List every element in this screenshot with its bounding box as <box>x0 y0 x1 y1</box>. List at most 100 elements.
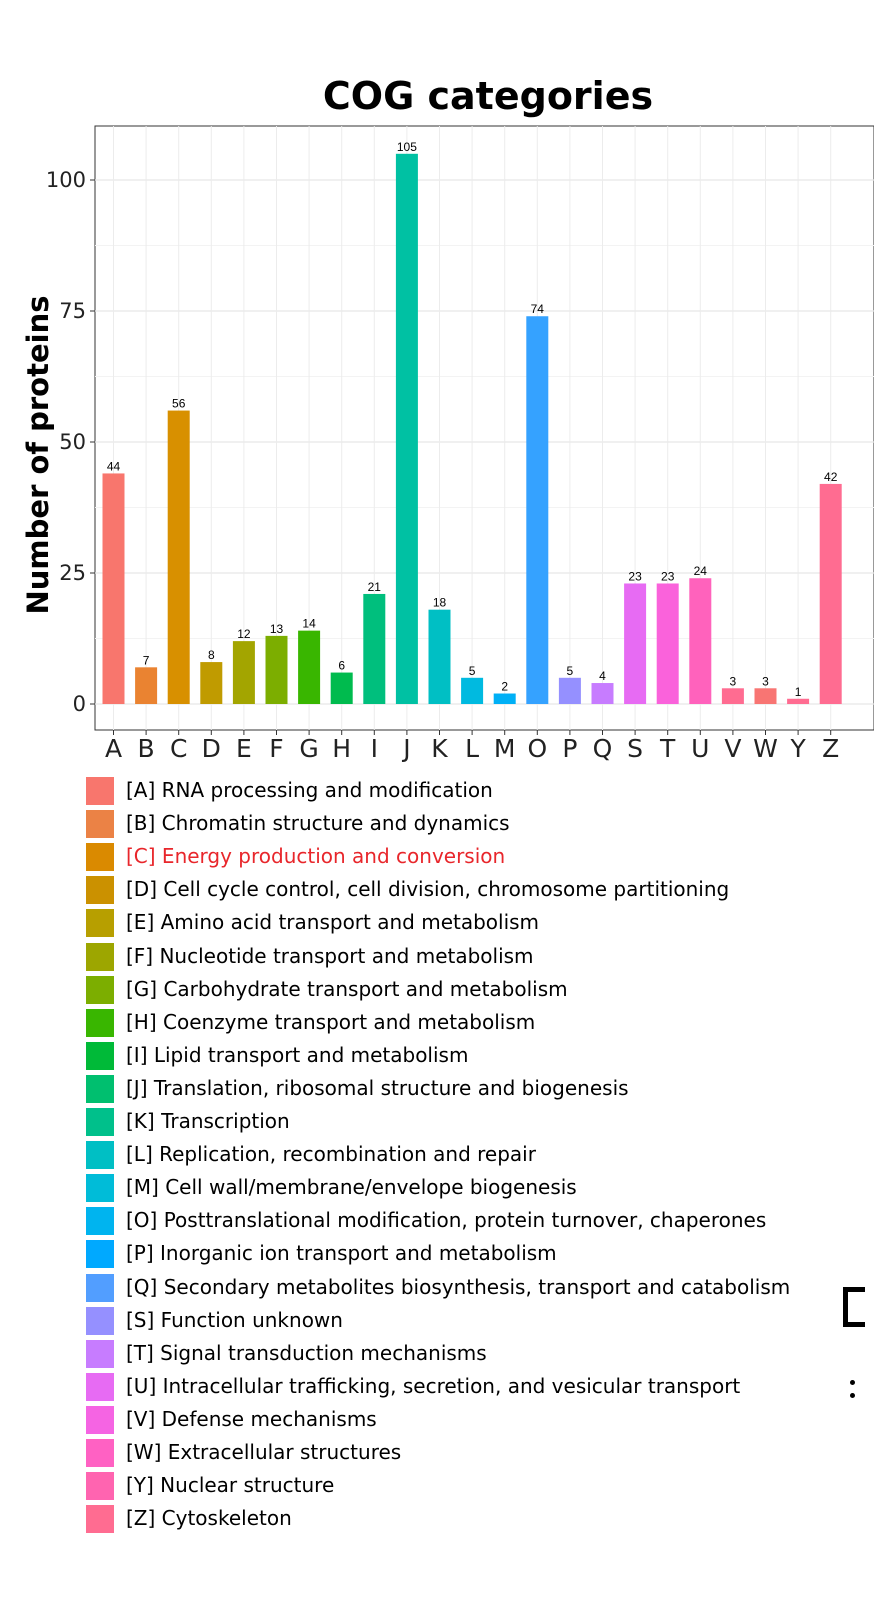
legend-swatch <box>86 876 114 904</box>
bar-value-label-A: 44 <box>107 459 121 473</box>
bar-value-label-Z: 42 <box>824 470 838 484</box>
bar-value-label-V: 3 <box>730 674 737 688</box>
bar-F <box>265 635 288 704</box>
legend-swatch <box>86 1472 114 1500</box>
chart-title: COG categories <box>322 74 654 118</box>
legend-swatch <box>86 1505 114 1533</box>
x-tick-label-C: C <box>170 734 187 763</box>
legend-label: [Q] Secondary metabolites biosynthesis, … <box>126 1275 791 1299</box>
x-tick-label-Q: Q <box>593 734 613 763</box>
bar-T <box>656 583 679 704</box>
bar-B <box>135 667 158 704</box>
legend-swatch <box>86 943 114 971</box>
legend-swatch <box>86 1406 114 1434</box>
x-tick-label-T: T <box>659 734 676 763</box>
legend-label: [K] Transcription <box>126 1109 290 1133</box>
legend-item: [D] Cell cycle control, cell division, c… <box>86 876 866 906</box>
legend-item: [C] Energy production and conversion <box>86 843 866 873</box>
legend-swatch <box>86 843 114 871</box>
x-tick-label-P: P <box>562 734 577 763</box>
legend-label: [S] Function unknown <box>126 1308 343 1332</box>
y-tick-label: 100 <box>46 168 86 192</box>
bar-K <box>428 609 451 704</box>
bar-H <box>330 672 353 704</box>
legend-label: [Y] Nuclear structure <box>126 1473 335 1497</box>
x-tick-label-G: G <box>299 734 318 763</box>
legend-label: [J] Translation, ribosomal structure and… <box>126 1076 629 1100</box>
legend-item: [E] Amino acid transport and metabolism <box>86 909 866 939</box>
bar-value-label-M: 2 <box>501 680 508 694</box>
legend-swatch <box>86 976 114 1004</box>
legend-swatch <box>86 1240 114 1268</box>
bar-chart: 44 7 56 8 12 13 14 6 21 105 18 5 2 74 5 4 23 23 24 3 3 1 42 0 2… <box>21 125 874 763</box>
legend-swatch <box>86 1274 114 1302</box>
legend-swatch <box>86 1009 114 1037</box>
x-tick-label-J: J <box>401 734 410 763</box>
legend-item: [Q] Secondary metabolites biosynthesis, … <box>86 1274 866 1304</box>
x-tick-label-O: O <box>527 734 547 763</box>
bar-C <box>167 410 190 704</box>
x-tick-label-M: M <box>494 734 516 763</box>
bar-value-label-H: 6 <box>338 659 345 673</box>
bar-Z <box>819 483 842 704</box>
legend-item: [W] Extracellular structures <box>86 1439 866 1469</box>
plot-area <box>94 125 874 731</box>
x-tick-label-L: L <box>465 734 479 763</box>
bar-value-label-E: 12 <box>237 627 251 641</box>
legend-label: [U] Intracellular trafficking, secretion… <box>126 1374 741 1398</box>
legend-swatch <box>86 1075 114 1103</box>
x-tick-label-A: A <box>105 734 122 763</box>
bar-value-label-L: 5 <box>469 664 476 678</box>
legend-swatch <box>86 1141 114 1169</box>
bar-value-label-Q: 4 <box>599 669 606 683</box>
bar-U <box>689 578 712 704</box>
legend-swatch <box>86 1174 114 1202</box>
legend-item: [G] Carbohydrate transport and metabolis… <box>86 976 866 1006</box>
bar-value-label-G: 14 <box>302 617 316 631</box>
legend-label: [L] Replication, recombination and repai… <box>126 1142 536 1166</box>
legend-item: [A] RNA processing and modification <box>86 777 866 807</box>
legend-swatch <box>86 1373 114 1401</box>
legend-item: [M] Cell wall/membrane/envelope biogenes… <box>86 1174 866 1204</box>
x-tick-label-H: H <box>332 734 351 763</box>
legend-swatch <box>86 810 114 838</box>
cropped-dots <box>850 1380 856 1420</box>
y-tick-label: 75 <box>59 299 86 323</box>
bar-S <box>624 583 647 704</box>
bar-J <box>395 153 418 705</box>
legend-item: [L] Replication, recombination and repai… <box>86 1141 866 1171</box>
bar-Y <box>787 698 810 704</box>
legend-swatch <box>86 1042 114 1070</box>
legend-label: [O] Posttranslational modification, prot… <box>126 1208 767 1232</box>
legend-label: [Z] Cytoskeleton <box>126 1506 292 1530</box>
legend-item: [Y] Nuclear structure <box>86 1472 866 1502</box>
bar-V <box>721 688 744 704</box>
legend-swatch <box>86 1340 114 1368</box>
bar-value-label-T: 23 <box>661 569 675 583</box>
legend-swatch <box>86 1307 114 1335</box>
legend-item: [S] Function unknown <box>86 1307 866 1337</box>
x-tick-label-U: U <box>691 734 709 763</box>
x-tick-label-B: B <box>138 734 155 763</box>
y-tick-label: 0 <box>73 692 86 716</box>
bar-value-label-J: 105 <box>397 140 417 154</box>
bar-E <box>232 641 255 704</box>
bar-Q <box>591 683 614 704</box>
bar-G <box>298 630 321 704</box>
bar-value-label-K: 18 <box>433 596 447 610</box>
y-axis-label: Number of proteins <box>21 296 55 615</box>
legend-item: [U] Intracellular trafficking, secretion… <box>86 1373 866 1403</box>
x-tick-label-E: E <box>236 734 252 763</box>
legend-item: [P] Inorganic ion transport and metaboli… <box>86 1240 866 1270</box>
bar-value-label-U: 24 <box>694 564 708 578</box>
legend-item: [B] Chromatin structure and dynamics <box>86 810 866 840</box>
legend-item: [I] Lipid transport and metabolism <box>86 1042 866 1072</box>
legend-label: [C] Energy production and conversion <box>126 844 506 868</box>
x-tick-label-D: D <box>202 734 221 763</box>
x-tick-label-W: W <box>753 734 778 763</box>
bar-value-label-D: 8 <box>208 648 215 662</box>
x-tick-label-I: I <box>371 734 378 763</box>
bar-O <box>526 316 549 704</box>
bar-L <box>461 677 484 704</box>
